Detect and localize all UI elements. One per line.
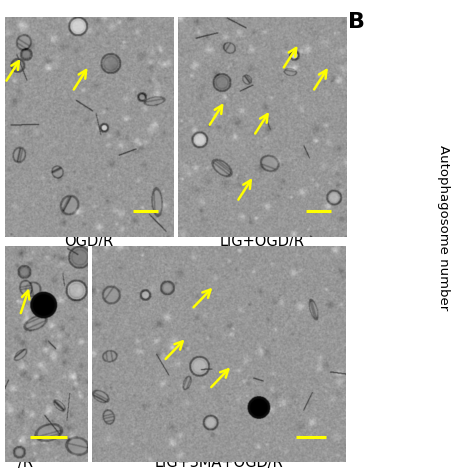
Text: LIG+3MA+OGD/R: LIG+3MA+OGD/R — [155, 455, 283, 470]
Text: /R: /R — [18, 455, 33, 470]
Text: B: B — [348, 12, 365, 32]
Text: OGD/R: OGD/R — [64, 234, 114, 249]
Text: LIG+OGD/R: LIG+OGD/R — [219, 234, 305, 249]
Text: Autophagosome number: Autophagosome number — [437, 145, 450, 310]
